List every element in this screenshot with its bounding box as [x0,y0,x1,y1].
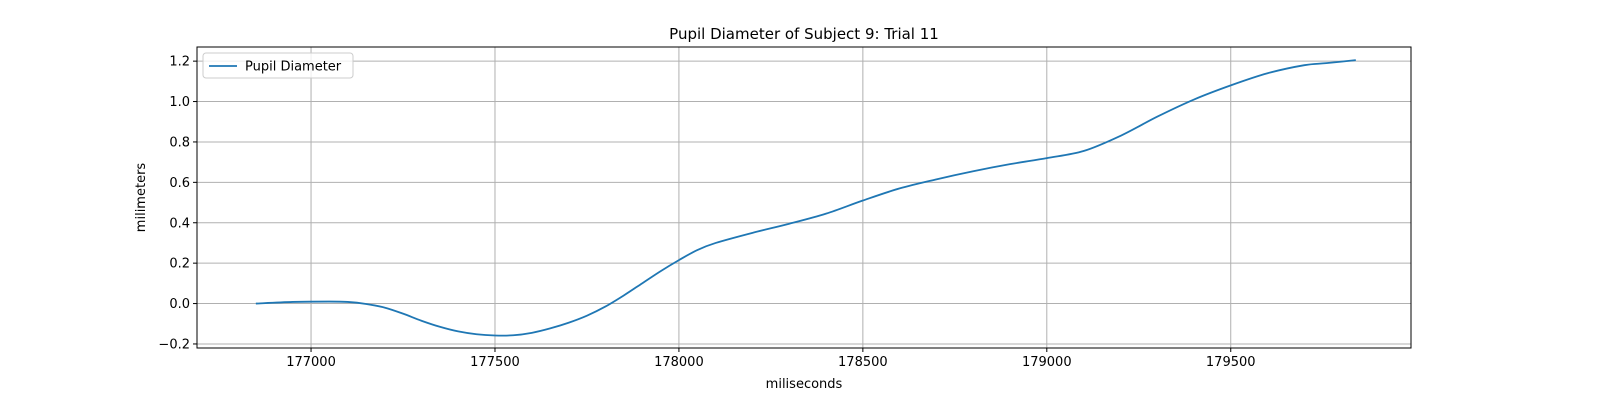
y-tick-label: 1.0 [169,95,190,110]
grid [197,47,1411,348]
y-tick-label: −0.2 [158,337,190,352]
x-tick-label: 179500 [1206,355,1256,370]
y-tick-label: 0.4 [169,216,190,231]
legend: Pupil Diameter [202,52,354,79]
legend-label: Pupil Diameter [245,60,342,75]
chart-title: Pupil Diameter of Subject 9: Trial 11 [669,25,939,43]
y-tick-label: 0.0 [169,297,190,312]
y-tick-label: 0.6 [169,176,190,191]
y-tick-label: 1.2 [169,55,190,70]
x-tick-label: 178000 [654,355,704,370]
x-tick-label: 177500 [470,355,520,370]
axis-ticks: 177000 177500 178000 178500 179000 179500 −0.2… [158,55,1255,370]
y-tick-label: 0.8 [169,135,190,150]
series-line-pupil-diameter [255,59,1356,337]
x-tick-label: 179000 [1022,355,1072,370]
series-layer [255,59,1356,337]
y-tick-label: 0.2 [169,257,190,272]
x-tick-label: 177000 [286,355,336,370]
plot-frame [196,46,1412,349]
legend-box [202,52,354,79]
x-tick-label: 178500 [838,355,888,370]
y-axis-label: milimeters [134,163,149,233]
x-axis-label: miliseconds [766,377,843,392]
